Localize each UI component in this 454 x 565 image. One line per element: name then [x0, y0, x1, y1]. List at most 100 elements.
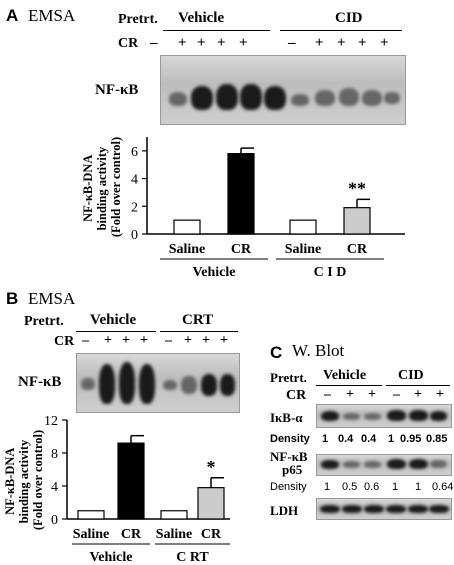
significance-label: *	[207, 457, 216, 477]
density-value: 1	[324, 481, 331, 493]
density-value: 1	[388, 433, 395, 445]
blot-band	[191, 86, 213, 110]
panel-c-cr-label: CR	[286, 388, 307, 403]
cr-sign: –	[82, 333, 89, 348]
y-tick-label: 4	[51, 480, 58, 495]
blot-band	[119, 362, 135, 404]
panel-c-letter: C	[270, 343, 283, 362]
panel-b-group-crt: CRT	[182, 312, 214, 328]
panel-c-density-label-1: Density	[270, 433, 310, 445]
density-value: 0.4	[361, 433, 377, 445]
panel-b-crt-line	[160, 331, 238, 332]
panel-c-density-row-1: 1 0.4 0.4 1 0.95 0.85	[320, 433, 454, 447]
density-value: 0.85	[426, 433, 448, 445]
density-value: 0.6	[364, 481, 380, 493]
cr-sign: –	[165, 333, 172, 348]
panel-c-pretrt-label: Pretrt.	[270, 370, 307, 385]
blot-band	[387, 410, 406, 421]
cr-sign: +	[358, 35, 367, 51]
panel-b-letter: B	[6, 289, 19, 308]
panel-c-group-cid: CID	[398, 368, 424, 383]
panel-c-ikba-blot	[316, 404, 452, 428]
category-label: Saline	[156, 527, 193, 542]
panel-c-vehicle-line	[316, 385, 382, 386]
cr-sign: –	[288, 35, 296, 51]
panel-a-group-cid: CID	[335, 10, 363, 26]
cr-sign: +	[122, 333, 130, 348]
blot-band	[220, 374, 235, 396]
panel-a-vehicle-line	[163, 30, 270, 31]
blot-band	[384, 92, 400, 104]
blot-band	[240, 84, 262, 110]
blot-band	[408, 505, 428, 513]
panel-b-bar-chart: NF-κB-DNA binding activity (Fold over co…	[3, 414, 230, 565]
panel-b-emsa-blot	[76, 353, 240, 413]
blot-band	[291, 94, 309, 106]
y-tick-label: 2	[131, 200, 138, 215]
y-tick-label: 0	[51, 513, 58, 528]
panel-b-method: EMSA	[28, 289, 76, 308]
blot-band	[409, 459, 428, 469]
group-label: Vehicle	[192, 265, 235, 280]
bar	[227, 153, 255, 235]
bar	[343, 207, 371, 235]
panel-c-method: W. Blot	[292, 341, 345, 360]
density-value: 0.5	[342, 481, 358, 493]
cr-sign: +	[220, 333, 228, 348]
panel-c-density-label-2: Density	[270, 481, 307, 493]
cr-sign: +	[217, 35, 226, 51]
density-value: 1	[322, 433, 329, 445]
cr-sign: +	[414, 387, 422, 402]
blot-band	[139, 364, 155, 404]
y-tick-label: 8	[51, 447, 58, 462]
blot-band	[364, 413, 381, 420]
panel-a-pretrt-label: Pretrt.	[118, 12, 158, 27]
panel-b-band-label: NF-κB	[18, 374, 62, 390]
y-tick-label: 12	[44, 414, 58, 429]
blot-band	[343, 461, 360, 468]
panel-b-group-vehicle: Vehicle	[90, 312, 137, 328]
blot-band	[99, 364, 115, 404]
category-label: Saline	[73, 527, 110, 542]
category-label: CR	[231, 242, 252, 257]
panel-b-cr-label: CR	[54, 334, 75, 349]
panel-a-ylabel: NF-κB-DNA binding activity (Fold over co…	[81, 137, 123, 237]
panel-b-cr-signs: – + + + – + + +	[82, 333, 242, 349]
category-label: Saline	[285, 242, 322, 257]
blot-band	[342, 505, 362, 513]
cr-sign: +	[436, 387, 444, 402]
cr-sign: +	[140, 333, 148, 348]
density-value: 1	[392, 481, 399, 493]
panel-a-band-label: NF-κB	[95, 82, 139, 98]
panel-b-ylabel: NF-κB-DNA binding activity (Fold over co…	[3, 430, 45, 530]
cr-sign: –	[324, 387, 331, 402]
group-label: Vehicle	[89, 550, 132, 565]
blot-band	[430, 460, 447, 468]
cr-sign: +	[239, 35, 248, 51]
blot-band	[339, 88, 359, 106]
blot-band	[320, 505, 340, 513]
panel-a-cr-label: CR	[118, 36, 139, 51]
panel-c-ikba-label: IκB-α	[270, 410, 303, 425]
y-tick-label: 0	[131, 228, 138, 243]
bar	[197, 487, 225, 520]
category-label: CR	[201, 527, 222, 542]
category-label: Saline	[169, 242, 206, 257]
blot-band	[163, 380, 177, 390]
density-value: 0.95	[400, 433, 422, 445]
y-tick-label: 6	[131, 145, 138, 160]
significance-label: **	[348, 178, 366, 198]
cr-sign: –	[150, 35, 158, 51]
panel-a-emsa-blot	[160, 55, 406, 125]
blot-band	[321, 460, 339, 469]
panel-a-method: EMSA	[28, 6, 76, 25]
group-label: C RT	[176, 550, 209, 565]
panel-b-vehicle-line	[76, 331, 156, 332]
blot-band	[181, 376, 197, 394]
cr-sign: –	[393, 387, 400, 402]
blot-band	[364, 505, 384, 513]
cr-sign: +	[337, 35, 346, 51]
cr-sign: +	[368, 387, 376, 402]
panel-c-ldh-label: LDH	[270, 503, 299, 518]
bar	[160, 510, 188, 520]
